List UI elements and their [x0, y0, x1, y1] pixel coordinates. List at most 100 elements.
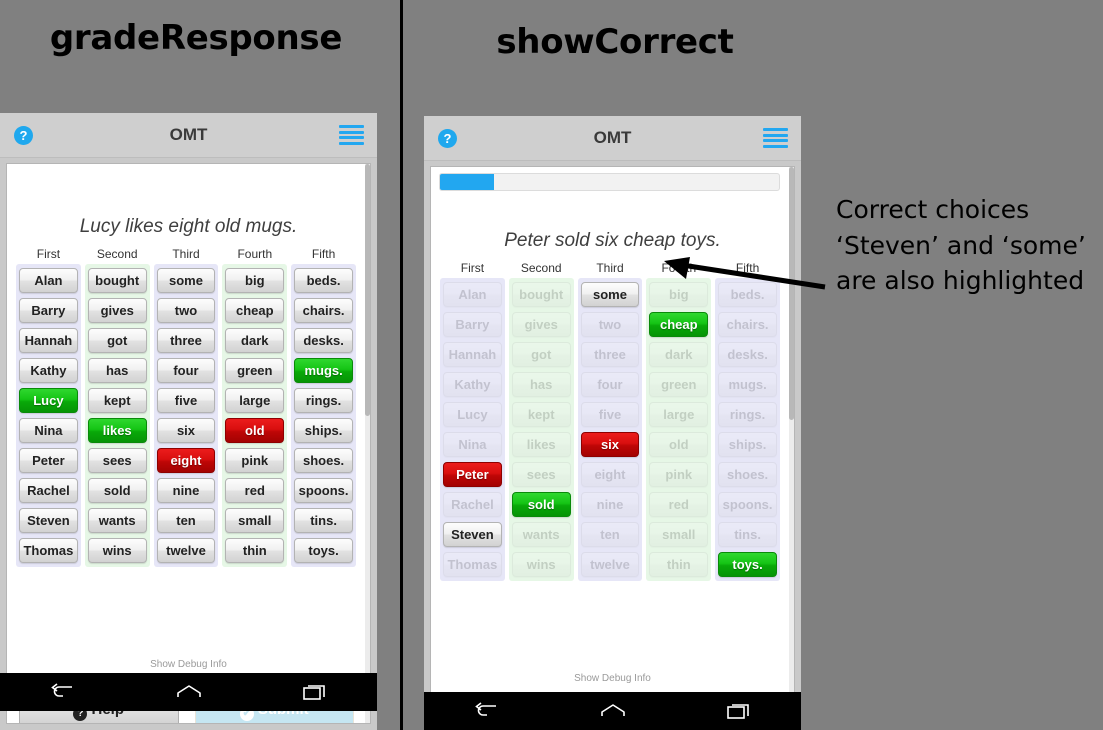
word-choice-cell[interactable]: Rachel [443, 492, 502, 517]
word-choice-cell[interactable]: beds. [718, 282, 777, 307]
word-choice-cell[interactable]: sees [511, 462, 571, 487]
word-choice-cell[interactable]: Nina [443, 432, 502, 457]
word-choice-cell[interactable]: Kathy [443, 372, 502, 397]
word-choice-cell[interactable]: six [580, 432, 640, 457]
home-icon[interactable] [175, 683, 203, 701]
word-choice-cell[interactable]: twelve [580, 552, 640, 577]
word-choice-cell[interactable]: shoes. [294, 448, 353, 473]
word-choice-cell[interactable]: wants [511, 522, 571, 547]
word-choice-cell[interactable]: Nina [19, 418, 78, 443]
word-choice-cell[interactable]: twelve [156, 538, 216, 563]
help-circle-icon[interactable]: ? [14, 126, 33, 145]
word-choice-cell[interactable]: Kathy [19, 358, 78, 383]
word-choice-cell[interactable]: got [87, 328, 147, 353]
word-choice-cell[interactable]: small [225, 508, 285, 533]
word-choice-cell[interactable]: cheap [225, 298, 285, 323]
word-choice-cell[interactable]: old [225, 418, 285, 443]
word-choice-cell[interactable]: rings. [718, 402, 777, 427]
word-choice-cell[interactable]: got [511, 342, 571, 367]
word-choice-cell[interactable]: two [156, 298, 216, 323]
word-choice-cell[interactable]: spoons. [718, 492, 777, 517]
word-choice-cell[interactable]: wants [87, 508, 147, 533]
word-choice-cell[interactable]: kept [87, 388, 147, 413]
word-choice-cell[interactable]: Hannah [19, 328, 78, 353]
back-arrow-icon[interactable] [50, 683, 76, 701]
word-choice-cell[interactable]: green [225, 358, 285, 383]
word-choice-cell[interactable]: wins [511, 552, 571, 577]
word-choice-cell[interactable]: large [649, 402, 709, 427]
word-choice-cell[interactable]: Lucy [443, 402, 502, 427]
word-choice-cell[interactable]: red [649, 492, 709, 517]
word-choice-cell[interactable]: mugs. [294, 358, 353, 383]
word-choice-cell[interactable]: big [649, 282, 709, 307]
word-choice-cell[interactable]: toys. [294, 538, 353, 563]
word-choice-cell[interactable]: three [580, 342, 640, 367]
word-choice-cell[interactable]: likes [87, 418, 147, 443]
show-debug-info-link-right[interactable]: Show Debug Info [574, 673, 651, 684]
word-choice-cell[interactable]: desks. [294, 328, 353, 353]
word-choice-cell[interactable]: Peter [19, 448, 78, 473]
word-choice-cell[interactable]: nine [580, 492, 640, 517]
hamburger-menu-icon[interactable] [339, 125, 364, 145]
word-choice-cell[interactable]: thin [649, 552, 709, 577]
word-choice-cell[interactable]: kept [511, 402, 571, 427]
word-choice-cell[interactable]: green [649, 372, 709, 397]
word-choice-cell[interactable]: five [156, 388, 216, 413]
word-choice-cell[interactable]: Alan [443, 282, 502, 307]
word-choice-cell[interactable]: wins [87, 538, 147, 563]
word-choice-cell[interactable]: pink [225, 448, 285, 473]
word-choice-cell[interactable]: beds. [294, 268, 353, 293]
back-arrow-icon[interactable] [474, 702, 500, 720]
scrollbar-right[interactable] [789, 167, 794, 729]
word-choice-cell[interactable]: gives [511, 312, 571, 337]
word-choice-cell[interactable]: bought [87, 268, 147, 293]
word-choice-cell[interactable]: small [649, 522, 709, 547]
word-choice-cell[interactable]: gives [87, 298, 147, 323]
word-choice-cell[interactable]: sold [87, 478, 147, 503]
word-choice-cell[interactable]: toys. [718, 552, 777, 577]
show-debug-info-link-left[interactable]: Show Debug Info [150, 659, 227, 670]
word-choice-cell[interactable]: rings. [294, 388, 353, 413]
word-choice-cell[interactable]: some [156, 268, 216, 293]
word-choice-cell[interactable]: Thomas [19, 538, 78, 563]
word-choice-cell[interactable]: spoons. [294, 478, 353, 503]
word-choice-cell[interactable]: shoes. [718, 462, 777, 487]
word-choice-cell[interactable]: ships. [718, 432, 777, 457]
word-choice-cell[interactable]: red [225, 478, 285, 503]
help-circle-icon[interactable]: ? [438, 129, 457, 148]
word-choice-cell[interactable]: desks. [718, 342, 777, 367]
word-choice-cell[interactable]: bought [511, 282, 571, 307]
home-icon[interactable] [599, 702, 627, 720]
word-choice-cell[interactable]: Peter [443, 462, 502, 487]
recent-apps-icon[interactable] [726, 702, 752, 720]
word-choice-cell[interactable]: sold [511, 492, 571, 517]
word-choice-cell[interactable]: old [649, 432, 709, 457]
word-choice-cell[interactable]: chairs. [718, 312, 777, 337]
word-choice-cell[interactable]: thin [225, 538, 285, 563]
word-choice-cell[interactable]: Lucy [19, 388, 78, 413]
word-choice-cell[interactable]: five [580, 402, 640, 427]
word-choice-cell[interactable]: big [225, 268, 285, 293]
word-choice-cell[interactable]: chairs. [294, 298, 353, 323]
word-choice-cell[interactable]: ten [156, 508, 216, 533]
word-choice-cell[interactable]: Thomas [443, 552, 502, 577]
word-choice-cell[interactable]: eight [580, 462, 640, 487]
word-choice-cell[interactable]: Alan [19, 268, 78, 293]
word-choice-cell[interactable]: two [580, 312, 640, 337]
word-choice-cell[interactable]: large [225, 388, 285, 413]
word-choice-cell[interactable]: has [511, 372, 571, 397]
recent-apps-icon[interactable] [302, 683, 328, 701]
word-choice-cell[interactable]: tins. [294, 508, 353, 533]
word-choice-cell[interactable]: nine [156, 478, 216, 503]
word-choice-cell[interactable]: mugs. [718, 372, 777, 397]
word-choice-cell[interactable]: four [156, 358, 216, 383]
word-choice-cell[interactable]: tins. [718, 522, 777, 547]
hamburger-menu-icon[interactable] [763, 128, 788, 148]
word-choice-cell[interactable]: Rachel [19, 478, 78, 503]
word-choice-cell[interactable]: some [580, 282, 640, 307]
word-choice-cell[interactable]: ships. [294, 418, 353, 443]
word-choice-cell[interactable]: dark [225, 328, 285, 353]
word-choice-cell[interactable]: eight [156, 448, 216, 473]
word-choice-cell[interactable]: Barry [443, 312, 502, 337]
word-choice-cell[interactable]: likes [511, 432, 571, 457]
